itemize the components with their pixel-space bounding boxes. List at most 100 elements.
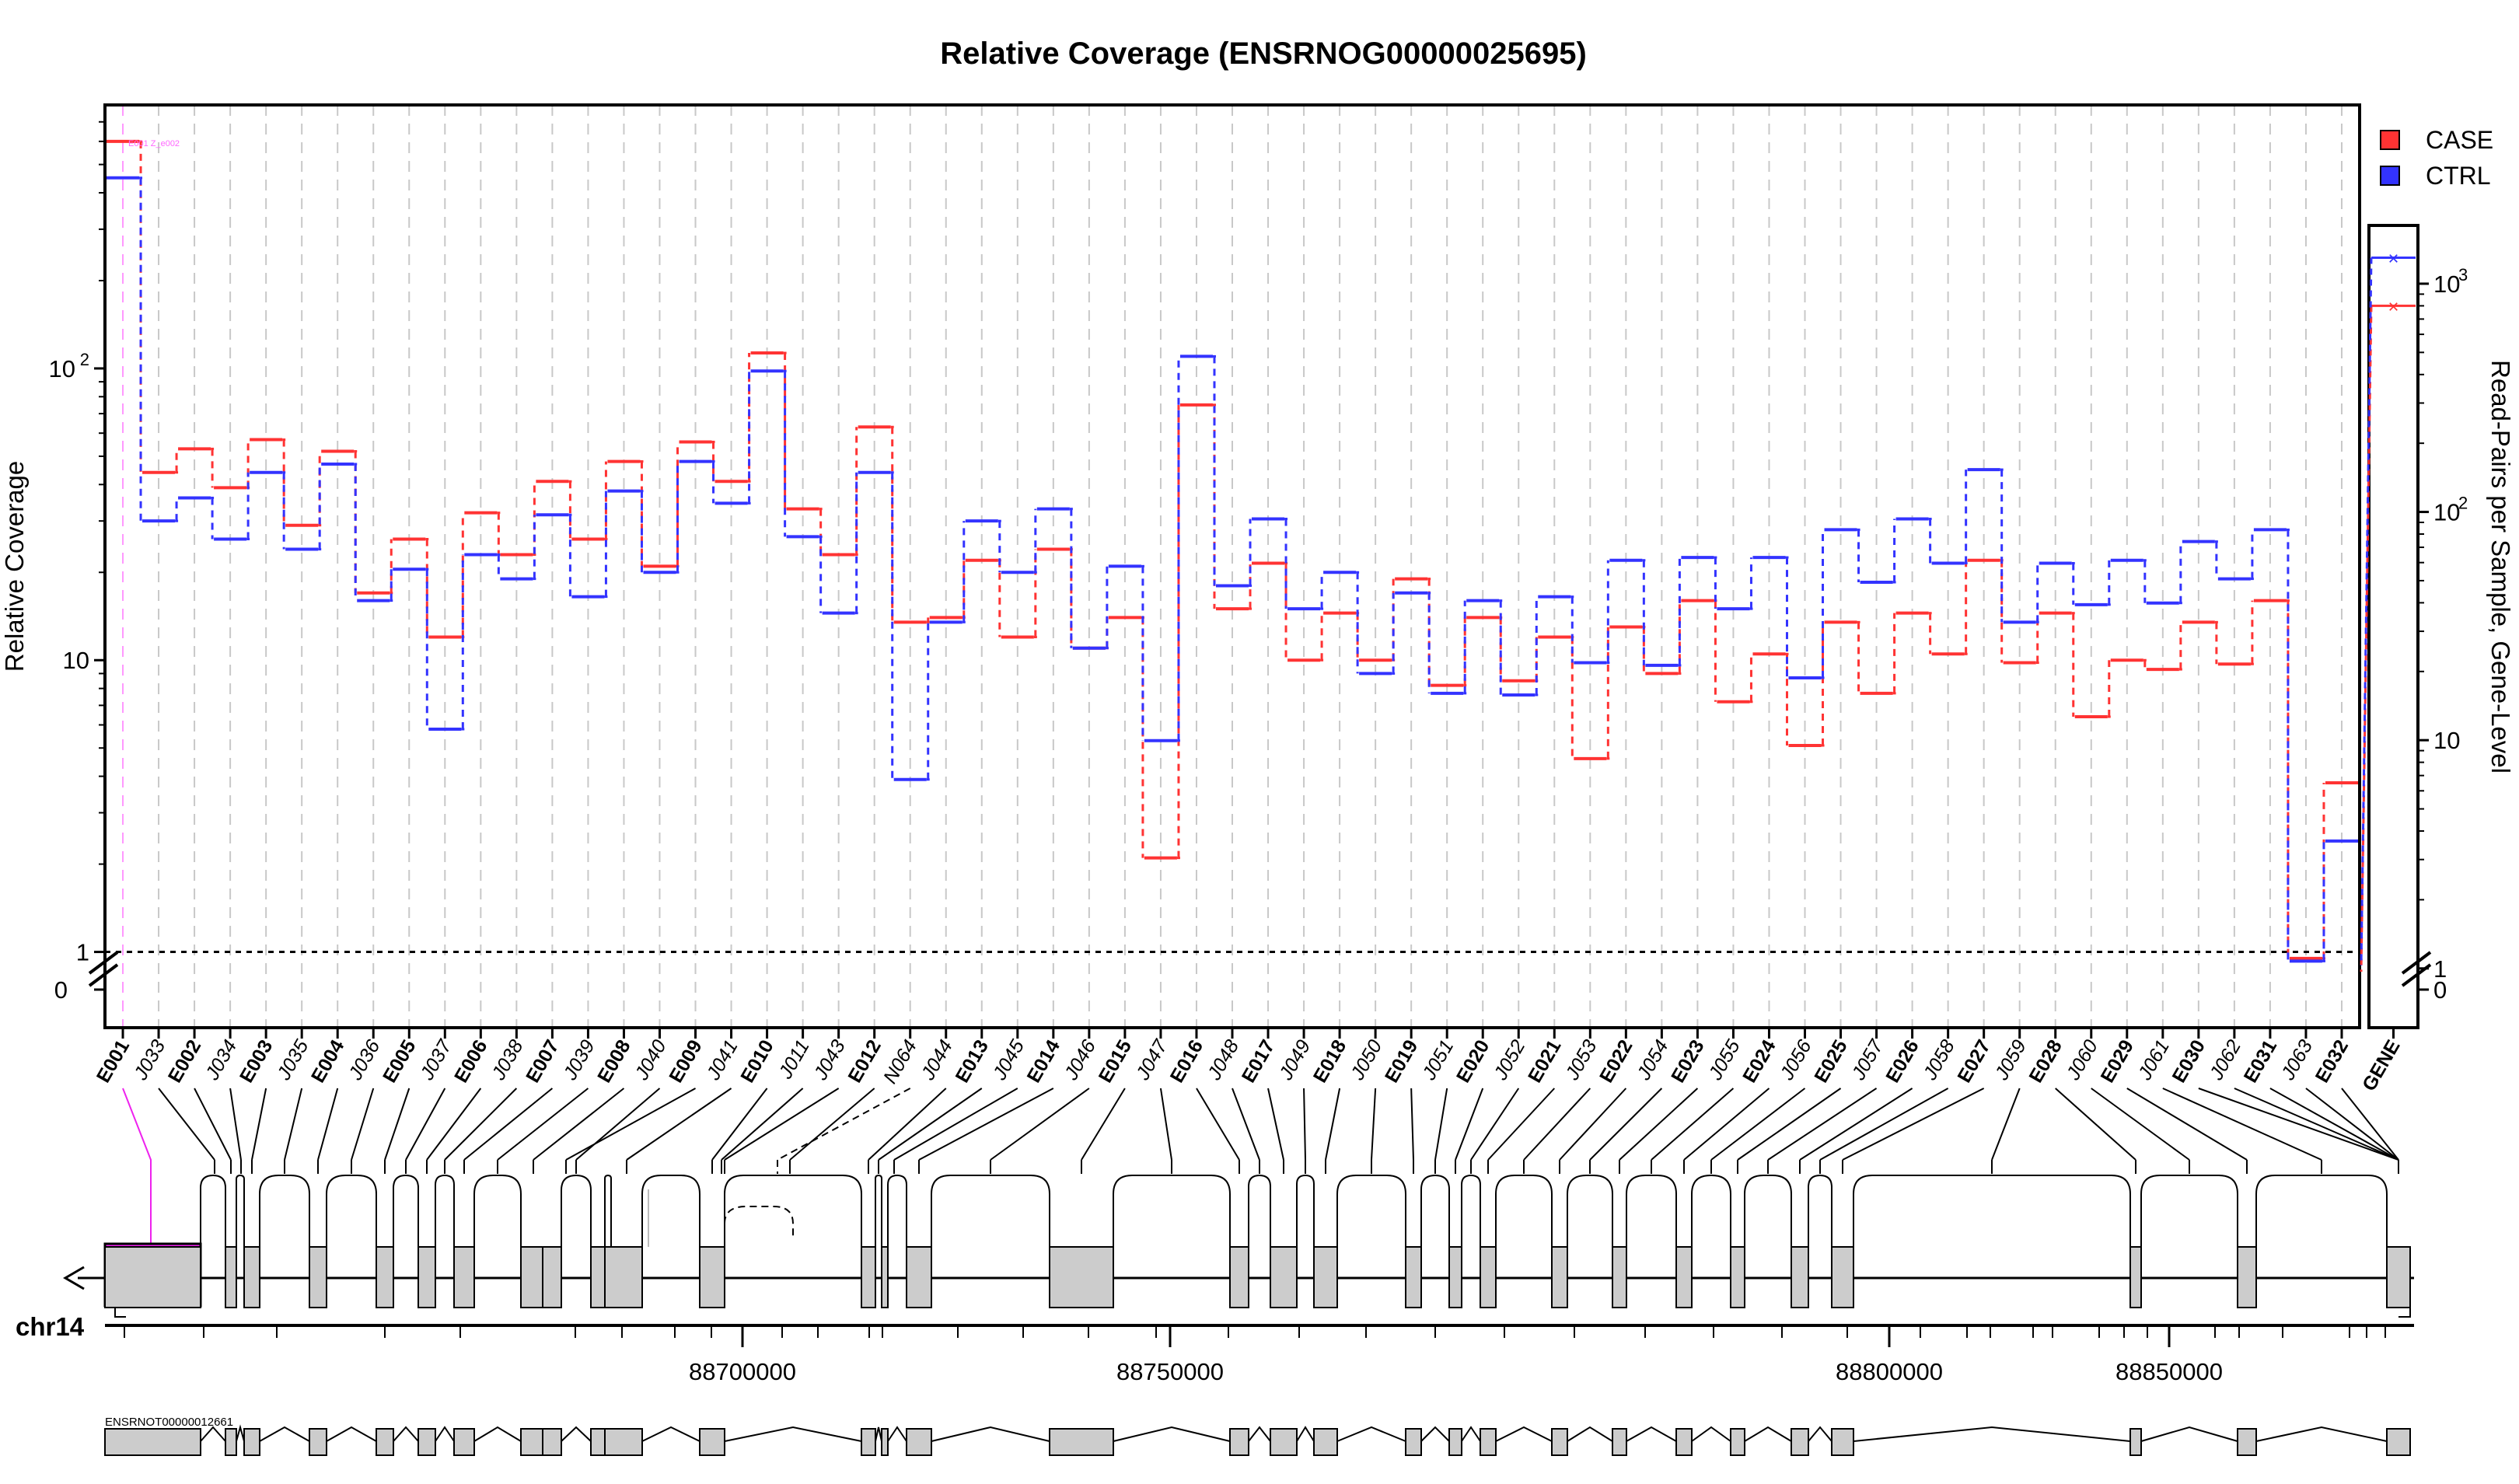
exon-box	[1270, 1246, 1298, 1308]
feature-connector	[2269, 1088, 2399, 1161]
gene-zero-label: 0	[2433, 976, 2447, 1004]
transcript-track: ENSRNOT00000012661	[104, 1416, 2411, 1456]
gene-case-marker: ×	[2388, 296, 2398, 317]
feature-connector	[878, 1088, 983, 1161]
feature-connector	[1651, 1088, 1735, 1161]
transcript-intron	[259, 1426, 310, 1442]
exon-box	[1448, 1246, 1462, 1308]
feature-connector	[868, 1088, 947, 1161]
gene-ctrl-marker: ×	[2388, 248, 2398, 269]
junction-arc	[1336, 1175, 1406, 1247]
transcript-intron	[2140, 1426, 2238, 1442]
feature-label: E020	[1452, 1036, 1494, 1087]
transcript-exon	[1405, 1428, 1422, 1456]
feature-label: J050	[1346, 1036, 1386, 1084]
feature-label: E022	[1595, 1036, 1637, 1087]
exon-box	[1612, 1246, 1627, 1308]
transcript-intron	[1495, 1426, 1553, 1442]
transcript-exon	[1730, 1428, 1745, 1456]
feature-label: J058	[1919, 1036, 1959, 1084]
transcript-intron	[641, 1426, 700, 1442]
transcript-intron	[435, 1426, 455, 1442]
transcript-exon	[309, 1428, 327, 1456]
gene-ctrl-connector	[2360, 257, 2373, 966]
junction-arc	[604, 1174, 612, 1247]
feature-connector	[405, 1088, 446, 1161]
transcript-intron	[1567, 1426, 1613, 1442]
feature-label: J039	[559, 1036, 599, 1084]
feature-label: J034	[201, 1036, 241, 1084]
junction-arc	[393, 1174, 419, 1247]
feature-label: E025	[1810, 1036, 1851, 1087]
ctrl-legend-swatch	[2380, 166, 2400, 186]
genome-tick-label: 88750000	[1116, 1358, 1224, 1385]
exon-box	[1730, 1246, 1745, 1308]
feature-label: E006	[450, 1036, 491, 1087]
junction-arc	[875, 1174, 882, 1247]
exon-box	[1675, 1246, 1693, 1308]
transcript-exon	[1448, 1428, 1462, 1456]
exon-box	[2386, 1246, 2411, 1308]
feature-connector	[251, 1088, 267, 1161]
feature-connector	[1842, 1088, 1985, 1161]
exon-box	[699, 1246, 725, 1308]
exon-box	[1831, 1246, 1854, 1308]
feature-label: E002	[164, 1036, 205, 1087]
feature-label: J057	[1847, 1035, 1888, 1084]
feature-connector	[444, 1088, 518, 1161]
coverage-series: E001 Z_e002	[107, 139, 2358, 963]
genome-tick-label: 88700000	[689, 1358, 796, 1385]
transcript-intron	[875, 1426, 882, 1442]
feature-connector	[1081, 1088, 1126, 1161]
exon-box	[861, 1246, 876, 1308]
transcript-intron	[724, 1426, 862, 1442]
feature-connector	[565, 1088, 697, 1161]
feature-label: E009	[665, 1036, 706, 1087]
gene-panel-frame	[2367, 224, 2419, 1029]
junction-arc	[200, 1174, 226, 1247]
feature-label: E026	[1881, 1036, 1923, 1087]
junction-arc	[1626, 1175, 1677, 1247]
junction-arc	[1853, 1175, 2131, 1247]
transcript-exon	[1831, 1428, 1854, 1456]
gene-y-tick-label: 10	[2433, 271, 2460, 298]
exon-box	[1229, 1246, 1249, 1308]
gene-axis-break	[2401, 951, 2432, 975]
transcript-intron	[1113, 1426, 1231, 1442]
gene-model	[63, 1174, 2414, 1308]
junction-arc	[435, 1174, 455, 1247]
transcript-intron	[1296, 1426, 1315, 1442]
transcript-exon	[1049, 1428, 1114, 1456]
junction-arc	[1808, 1174, 1832, 1247]
case-legend-label: CASE	[2426, 126, 2493, 154]
exon-box	[604, 1246, 643, 1308]
feature-connector	[2234, 1088, 2399, 1161]
feature-connector	[1410, 1088, 1414, 1161]
feature-connector	[1303, 1088, 1306, 1161]
transcript-exon	[1675, 1428, 1693, 1456]
feature-connector	[626, 1088, 732, 1161]
transcript-exon	[453, 1428, 475, 1456]
gene-y-tick-exponent: 2	[2458, 494, 2468, 513]
axis-break	[88, 963, 119, 987]
transcript-exon	[376, 1428, 394, 1456]
exon-box	[1313, 1246, 1338, 1308]
feature-connector	[284, 1088, 303, 1161]
exon-box	[376, 1246, 394, 1308]
feature-connector	[1455, 1088, 1484, 1161]
transcript-exon	[104, 1428, 201, 1456]
feature-connector	[1487, 1088, 1556, 1161]
feature-connector	[789, 1088, 875, 1161]
case-legend-swatch	[2380, 130, 2400, 150]
first-exon-tag: E001 Z_e002	[128, 139, 180, 148]
feature-label: J045	[988, 1036, 1029, 1084]
strand-arrow	[63, 1266, 85, 1290]
feature-connector	[918, 1088, 1054, 1161]
feature-label: E030	[2168, 1036, 2210, 1087]
junction-arc	[2140, 1175, 2238, 1247]
feature-connector	[194, 1088, 232, 1161]
feature-label: J059	[1990, 1036, 2031, 1084]
feature-label: E021	[1524, 1036, 1565, 1087]
transcript-exon	[243, 1428, 260, 1456]
